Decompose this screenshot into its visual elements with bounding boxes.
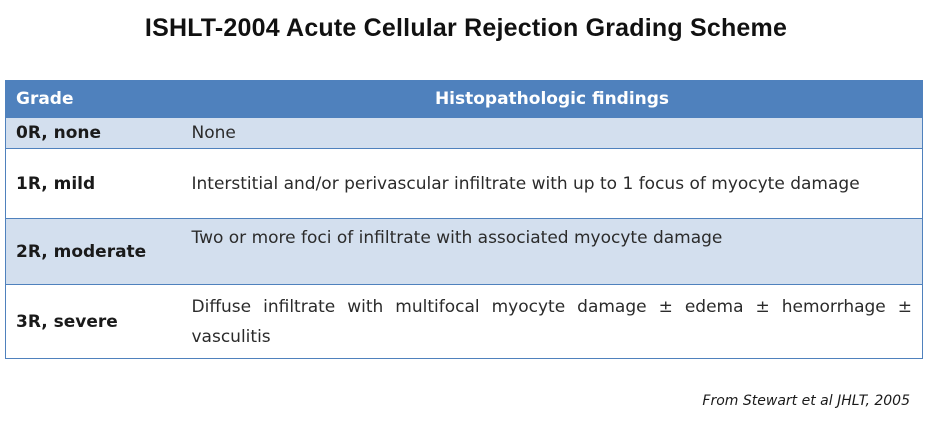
grade-cell: 2R, moderate (5, 218, 182, 285)
page-title: ISHLT-2004 Acute Cellular Rejection Grad… (144, 14, 788, 42)
grading-table: Grade Histopathologic findings 0R, none … (5, 80, 923, 359)
column-header-grade: Grade (5, 80, 182, 118)
finding-cell: None (181, 117, 923, 149)
source-citation: From Stewart et al JHLT, 2005 (702, 393, 910, 409)
table-row: 2R, moderate Two or more foci of infiltr… (5, 218, 923, 285)
grade-cell: 0R, none (5, 117, 182, 149)
table-row: 3R, severe Diffuse infiltrate with multi… (5, 284, 923, 359)
column-header-findings: Histopathologic findings (181, 80, 923, 118)
grade-cell: 1R, mild (5, 148, 182, 219)
table-row: 0R, none None (5, 117, 923, 149)
finding-cell: Two or more foci of infiltrate with asso… (181, 218, 923, 285)
finding-cell: Diffuse infiltrate with multifocal myocy… (181, 284, 923, 359)
table-header-row: Grade Histopathologic findings (5, 80, 923, 118)
table-row: 1R, mild Interstitial and/or perivascula… (5, 148, 923, 219)
grade-cell: 3R, severe (5, 284, 182, 359)
finding-cell: Interstitial and/or perivascular infiltr… (181, 148, 923, 219)
